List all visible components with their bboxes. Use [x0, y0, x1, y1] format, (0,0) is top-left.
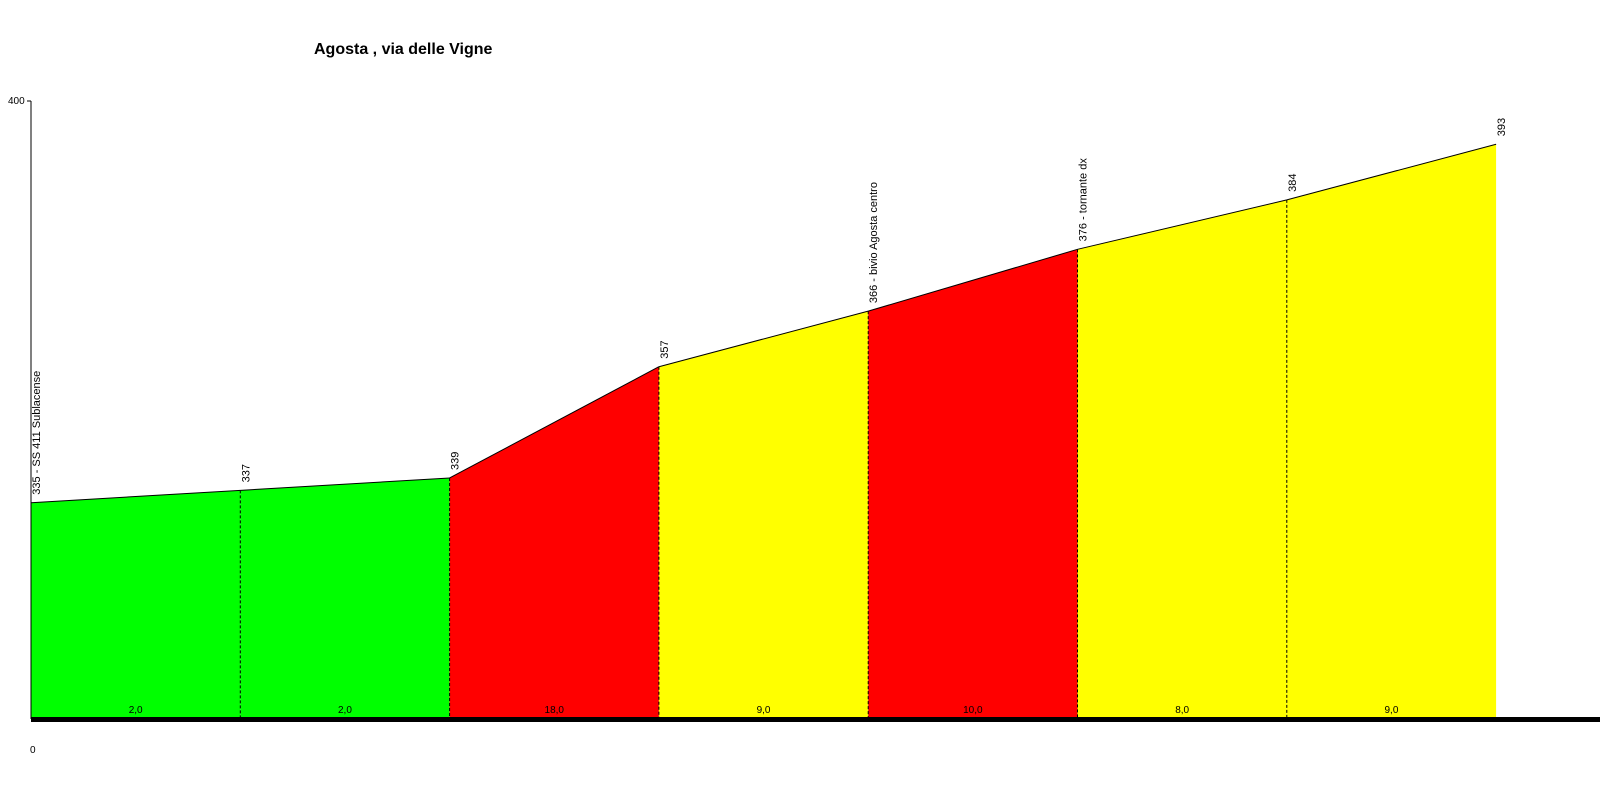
x-axis-baseline — [31, 717, 1600, 722]
segments-layer — [30, 143, 1497, 719]
point-label-1: 335 - SS 411 Sublacense — [31, 371, 43, 495]
point-label-8: 393 — [1496, 118, 1508, 136]
profile-line-6 — [1077, 199, 1287, 250]
point-label-5: 366 - bivio Agosta centro — [868, 182, 880, 303]
profile-segment-7 — [1286, 144, 1497, 719]
y-tick-label-top: 400 — [8, 96, 25, 107]
dividers-layer — [239, 199, 1288, 719]
profile-line-1 — [30, 489, 241, 504]
profile-line-7 — [1286, 143, 1497, 201]
profile-segment-4 — [658, 311, 869, 719]
profile-segment-1 — [31, 490, 241, 719]
point-label-6: 376 - tornante dx — [1078, 158, 1090, 242]
grade-label-2: 2,0 — [338, 705, 352, 716]
grade-label-4: 9,0 — [757, 705, 771, 716]
point-label-4: 357 — [659, 340, 671, 358]
point-label-3: 339 — [450, 452, 462, 470]
grade-label-5: 10,0 — [963, 705, 983, 716]
profile-segment-6 — [1077, 199, 1287, 719]
profile-line-4 — [658, 310, 869, 368]
profile-segment-2 — [240, 477, 450, 719]
axes-layer: 400 0 — [8, 96, 1600, 756]
grade-label-6: 8,0 — [1175, 705, 1189, 716]
grade-label-7: 9,0 — [1384, 705, 1398, 716]
profile-segment-3 — [449, 366, 659, 719]
profile-line-2 — [240, 477, 450, 491]
point-label-2: 337 — [240, 464, 252, 482]
profile-segment-5 — [868, 249, 1078, 719]
profile-line-3 — [449, 366, 660, 479]
chart-title: Agosta , via delle Vigne — [314, 41, 493, 58]
point-label-7: 384 — [1287, 174, 1299, 192]
y-tick-label-bottom: 0 — [30, 745, 36, 756]
grade-label-3: 18,0 — [545, 705, 565, 716]
grade-label-1: 2,0 — [129, 705, 143, 716]
labels-layer: 2,0 2,0 18,0 9,0 10,0 8,0 9,0 335 - SS 411 Subl… — [31, 118, 1508, 716]
profile-line-5 — [868, 248, 1078, 312]
